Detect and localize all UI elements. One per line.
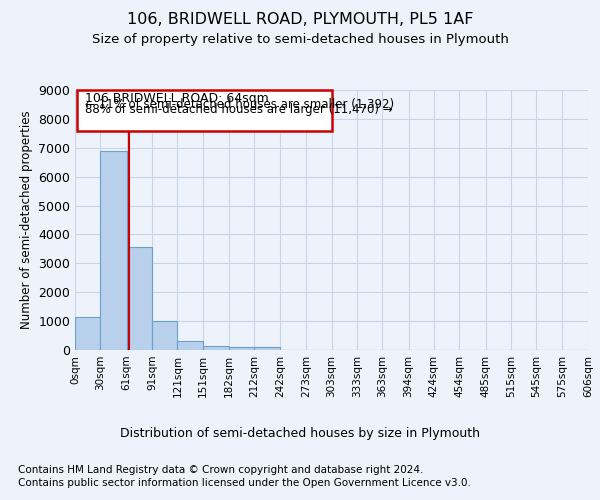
Text: Size of property relative to semi-detached houses in Plymouth: Size of property relative to semi-detach…	[92, 32, 508, 46]
Text: ← 11% of semi-detached houses are smaller (1,392): ← 11% of semi-detached houses are smalle…	[85, 98, 394, 110]
Text: Distribution of semi-detached houses by size in Plymouth: Distribution of semi-detached houses by …	[120, 428, 480, 440]
Bar	[127, 247, 152, 350]
Text: 106 BRIDWELL ROAD: 64sqm: 106 BRIDWELL ROAD: 64sqm	[85, 92, 269, 104]
Text: 88% of semi-detached houses are larger (11,470) →: 88% of semi-detached houses are larger (…	[85, 104, 393, 117]
Bar	[152, 321, 178, 350]
Bar	[77, 90, 331, 131]
Bar	[254, 347, 280, 350]
Text: Contains HM Land Registry data © Crown copyright and database right 2024.: Contains HM Land Registry data © Crown c…	[18, 465, 424, 475]
Bar	[75, 318, 100, 350]
Bar	[100, 150, 127, 350]
Text: Contains public sector information licensed under the Open Government Licence v3: Contains public sector information licen…	[18, 478, 471, 488]
Bar	[203, 346, 229, 350]
Bar	[229, 347, 254, 350]
Y-axis label: Number of semi-detached properties: Number of semi-detached properties	[20, 110, 32, 330]
Text: 106, BRIDWELL ROAD, PLYMOUTH, PL5 1AF: 106, BRIDWELL ROAD, PLYMOUTH, PL5 1AF	[127, 12, 473, 28]
Bar	[178, 341, 203, 350]
